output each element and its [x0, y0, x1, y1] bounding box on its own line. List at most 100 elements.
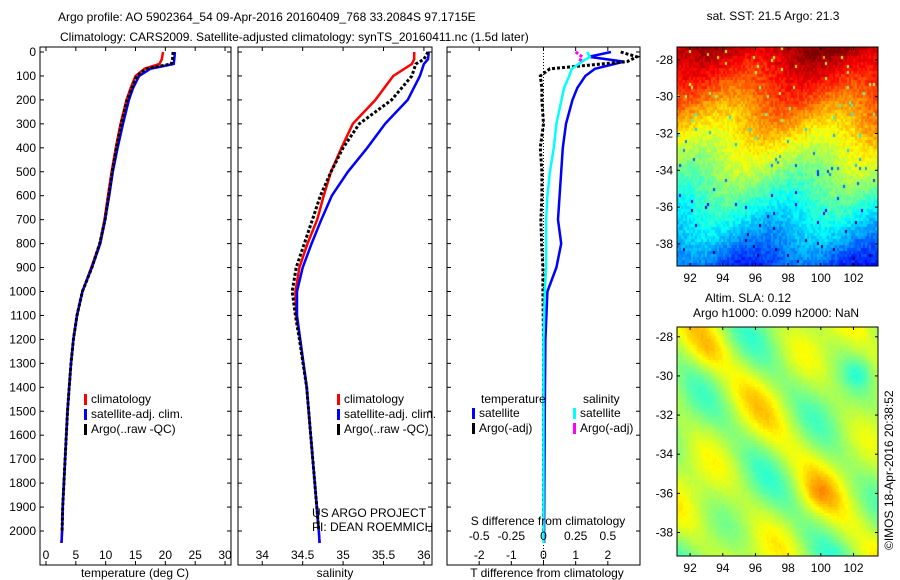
credit-project: US ARGO PROJECT [312, 506, 427, 520]
map-x-tick-label: 102 [843, 561, 863, 575]
map-x-tick-label: 94 [716, 561, 730, 575]
x-tick-label: 30 [218, 548, 232, 562]
legend-swatch [472, 408, 475, 419]
legend-label: climatology [91, 392, 151, 406]
y-tick-label: 1100 [10, 308, 36, 322]
sal-line-1 [295, 51, 431, 544]
map-x-tick-label: 100 [811, 561, 831, 575]
map-x-tick-label: 96 [749, 561, 763, 575]
y-tick-label: 1200 [9, 332, 36, 346]
map-x-tick-label: 98 [781, 271, 795, 285]
x-tick-label: 1 [572, 548, 579, 562]
legend-swatch [337, 394, 340, 405]
x-tick-label: 0 [43, 548, 50, 562]
map-frame [676, 46, 879, 267]
map-y-tick-label: -28 [656, 53, 674, 67]
legend-swatch [337, 424, 340, 435]
diff-line-2 [542, 51, 592, 543]
map-y-tick-label: -32 [656, 126, 674, 140]
diff-line-3 [574, 50, 585, 63]
legend-label: satellite [479, 406, 520, 420]
map-y-tick-label: -36 [656, 200, 674, 214]
x2-tick-label: 0 [540, 529, 547, 543]
x-axis-label: T difference from climatology [470, 566, 624, 580]
temp-line-1 [60, 51, 177, 544]
map-y-tick-label: -36 [656, 486, 674, 500]
sla-map-title-1: Altim. SLA: 0.12 [705, 291, 791, 305]
legend-title: salinity [583, 392, 620, 406]
x2-tick-label: -0.5 [469, 529, 490, 543]
map-y-tick-label: -34 [656, 163, 674, 177]
x-tick-label: 36 [417, 548, 431, 562]
y-tick-label: 1400 [9, 380, 36, 394]
x-tick-label: 34.5 [291, 548, 315, 562]
y-tick-label: 800 [16, 237, 36, 251]
temp-line-0 [60, 51, 165, 544]
legend-swatch [472, 423, 475, 434]
diff-line-0 [542, 50, 625, 543]
y-tick-label: 1500 [9, 404, 36, 418]
map-y-tick-label: -28 [656, 330, 674, 344]
y-tick-label: 300 [16, 117, 36, 131]
y-tick-label: 2000 [9, 524, 36, 538]
x2-tick-label: -0.25 [498, 529, 526, 543]
map-x-tick-label: 102 [843, 271, 863, 285]
y-tick-label: 900 [16, 261, 36, 275]
y-tick-label: 1800 [9, 476, 36, 490]
diff-line-1 [538, 50, 641, 531]
map-x-tick-label: 98 [781, 561, 795, 575]
sla-map-title-2: Argo h1000: 0.099 h2000: NaN [693, 306, 859, 320]
legend-swatch [84, 394, 87, 405]
x-tick-label: -2 [474, 548, 485, 562]
map-x-tick-label: 92 [683, 271, 697, 285]
map-frame [676, 326, 879, 557]
x-tick-label: 35.5 [372, 548, 396, 562]
x-tick-label: 5 [72, 548, 79, 562]
imos-credit: ©IMOS 18-Apr-2016 20:38:52 [882, 390, 896, 550]
y-tick-label: 400 [16, 141, 36, 155]
x-tick-label: 15 [129, 548, 143, 562]
map-x-tick-label: 94 [716, 271, 730, 285]
map-y-tick-label: -38 [656, 526, 674, 540]
map-y-tick-label: -38 [656, 237, 674, 251]
y-tick-label: 1700 [9, 452, 36, 466]
x2-axis-label: S difference from climatology [471, 514, 626, 528]
y-tick-label: 1900 [9, 500, 36, 514]
panel-frame-1 [39, 46, 232, 566]
y-tick-label: 1300 [9, 356, 36, 370]
x-axis-label: temperature (deg C) [81, 566, 189, 580]
temp-line-2 [60, 51, 175, 532]
map-y-tick-label: -34 [656, 447, 674, 461]
title-line-2: Climatology: CARS2009. Satellite-adjuste… [60, 30, 529, 44]
legend-swatch [84, 424, 87, 435]
legend-label: Argo(..raw -QC) [344, 422, 429, 436]
y-tick-label: 600 [16, 189, 36, 203]
x-tick-label: 10 [99, 548, 113, 562]
y-tick-label: 0 [29, 45, 36, 59]
x-axis-label: salinity [317, 566, 354, 580]
legend-swatch [573, 408, 576, 419]
map-y-tick-label: -30 [656, 369, 674, 383]
x-tick-label: 34 [256, 548, 270, 562]
y-tick-label: 700 [16, 213, 36, 227]
legend-swatch [573, 423, 576, 434]
x-tick-label: 35 [336, 548, 350, 562]
sst-map-title: sat. SST: 21.5 Argo: 21.3 [707, 9, 840, 23]
sla-heatmap [677, 327, 878, 556]
x-tick-label: 25 [189, 548, 203, 562]
legend-label: climatology [344, 392, 404, 406]
map-y-tick-label: -32 [656, 408, 674, 422]
x-tick-label: 0 [540, 548, 547, 562]
x-tick-label: -1 [506, 548, 517, 562]
y-tick-label: 200 [16, 93, 36, 107]
legend-label: satellite-adj. clim. [344, 407, 436, 421]
title-line-1: Argo profile: AO 5902364_54 09-Apr-2016 … [58, 10, 476, 24]
legend-label: Argo(..raw -QC) [91, 422, 176, 436]
legend-title: temperature [481, 392, 546, 406]
x-tick-label: 2 [604, 548, 611, 562]
legend-label: Argo(-adj) [580, 421, 633, 435]
credit-pi: PI: DEAN ROEMMICH [312, 520, 433, 534]
sal-line-2 [290, 51, 430, 532]
legend-label: satellite-adj. clim. [91, 407, 183, 421]
